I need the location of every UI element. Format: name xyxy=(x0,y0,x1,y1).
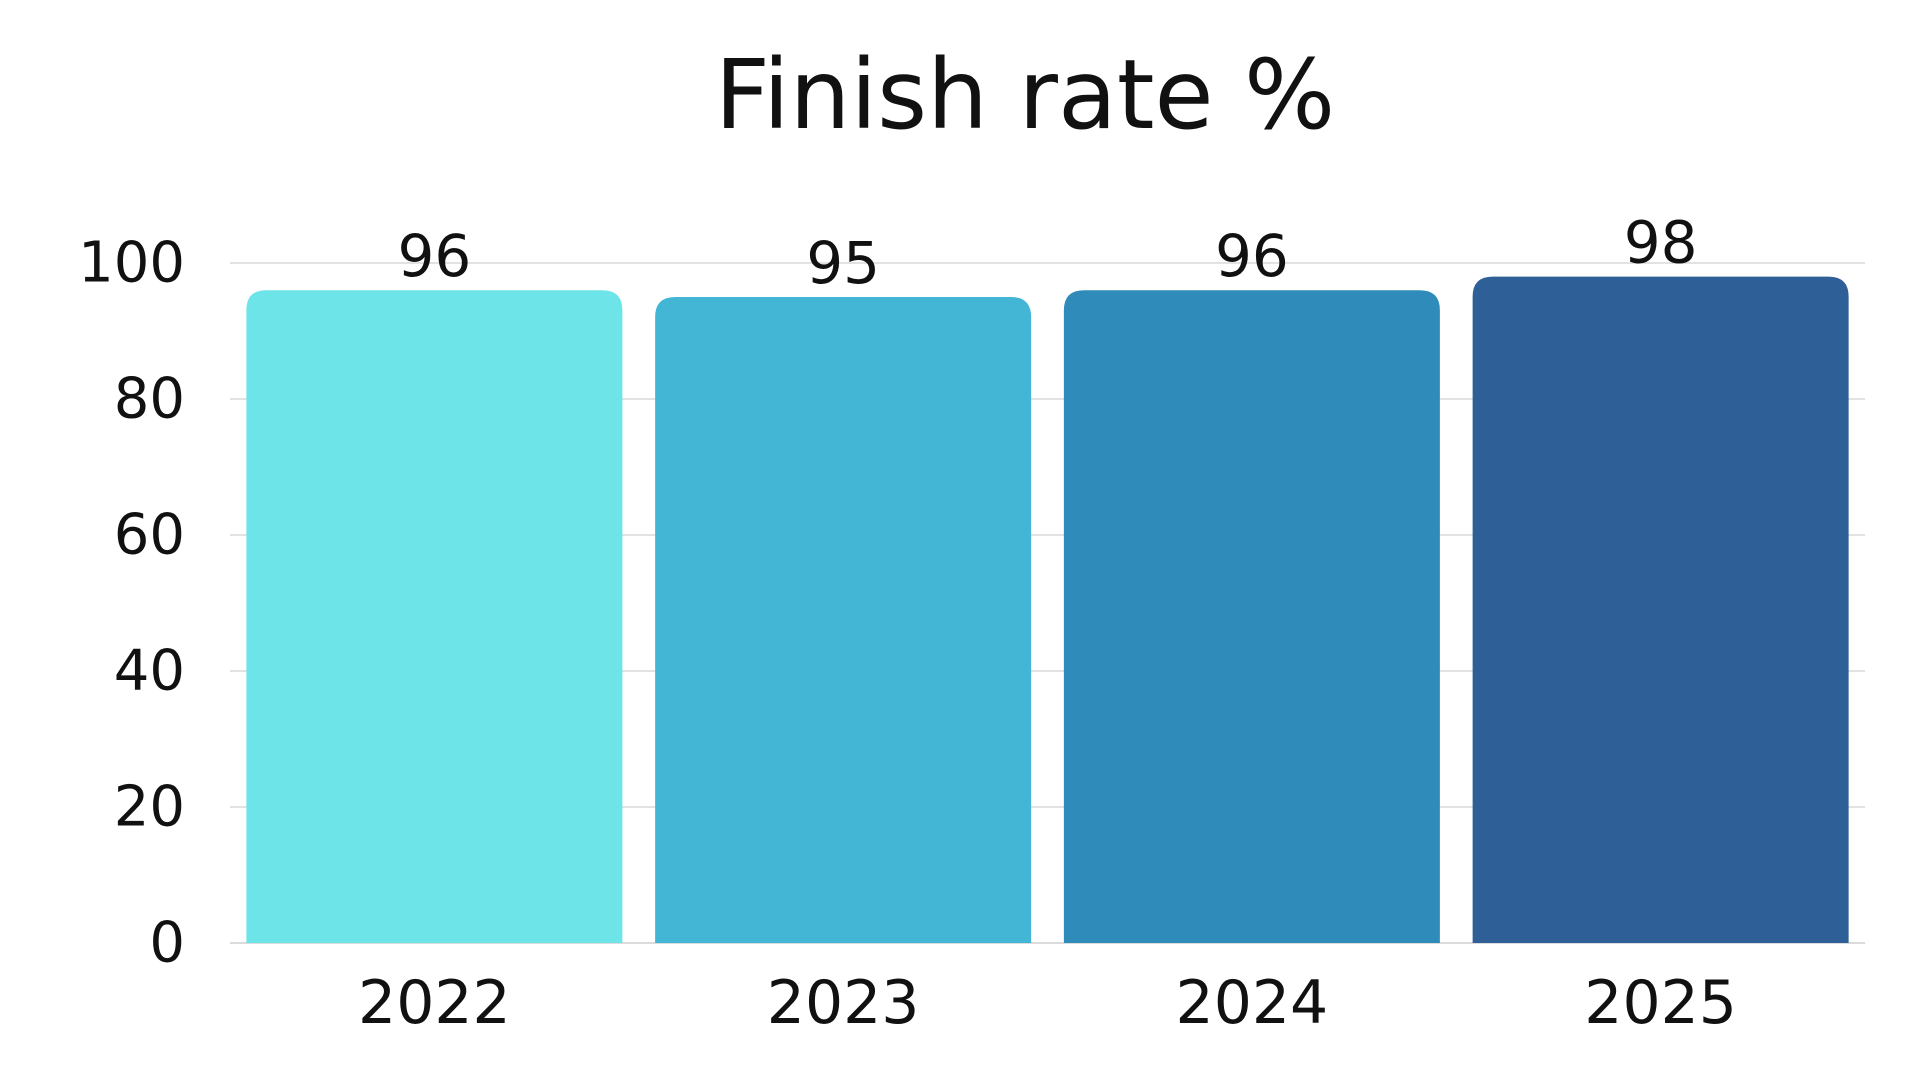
bar-2025 xyxy=(1472,276,1849,944)
x-tick-label: 2025 xyxy=(1584,968,1737,1038)
chart-title: Finish rate % xyxy=(714,39,1336,151)
data-label: 95 xyxy=(806,229,880,297)
x-tick-label: 2022 xyxy=(358,968,511,1038)
bar-2024 xyxy=(1063,290,1440,943)
data-label: 96 xyxy=(1215,222,1289,290)
y-tick-label: 60 xyxy=(114,503,185,568)
y-tick-label: 40 xyxy=(114,639,185,704)
x-tick-label: 2024 xyxy=(1176,968,1329,1038)
data-label: 96 xyxy=(397,222,471,290)
x-tick-label: 2023 xyxy=(767,968,920,1038)
y-tick-label: 20 xyxy=(114,775,185,840)
bar-2023 xyxy=(655,297,1032,943)
data-label: 98 xyxy=(1624,209,1698,277)
bar-2022 xyxy=(246,290,623,943)
y-tick-label: 0 xyxy=(149,911,185,976)
y-tick-label: 100 xyxy=(78,231,185,296)
y-tick-label: 80 xyxy=(114,367,185,432)
